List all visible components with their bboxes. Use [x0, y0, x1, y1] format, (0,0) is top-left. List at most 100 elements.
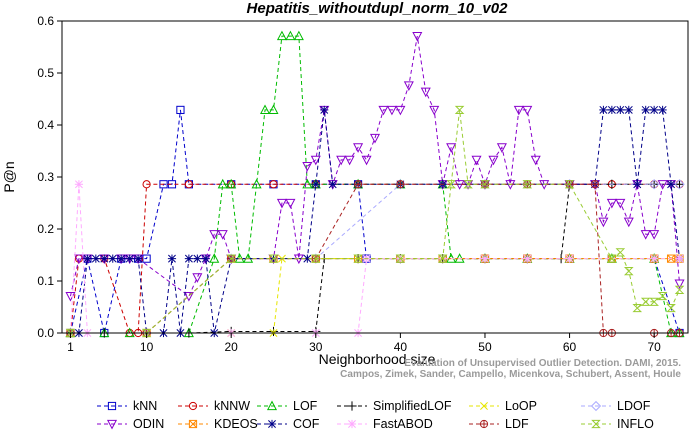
point-cof-22-b	[328, 180, 337, 189]
legend-item-knnw: kNNW	[178, 399, 250, 413]
legend-item-loop: LoOP	[469, 399, 537, 413]
legend-marker-knn	[107, 401, 117, 411]
legend-item-cof: COF	[257, 417, 320, 431]
point-inflo-5	[353, 254, 363, 263]
point-inflo-18	[640, 297, 651, 306]
point-lof-6	[226, 178, 237, 189]
point-cof-15-b	[201, 254, 210, 263]
point-odin-37	[471, 155, 482, 166]
y-tick-label-0.3: 0.3	[37, 170, 54, 184]
point-inflo-11	[480, 180, 490, 189]
point-odin-24	[361, 155, 372, 166]
point-inflo-17	[632, 303, 643, 313]
point-odin-50	[615, 198, 626, 209]
series-cof	[66, 105, 684, 338]
point-inflo-7	[437, 254, 448, 263]
point-knnw-8	[269, 180, 278, 189]
point-odin-49	[606, 198, 617, 209]
series-inflo	[65, 105, 685, 338]
point-ldof-7	[649, 179, 660, 190]
point-knn-8	[176, 105, 185, 115]
point-odin-55	[657, 180, 668, 190]
point-inflo-13	[564, 180, 575, 189]
legend-label-fastabod: FastABOD	[373, 417, 433, 431]
point-cof-32-b	[616, 105, 625, 114]
legend-label-lof: LOF	[293, 399, 318, 413]
legend-label-ldof: LDOF	[617, 399, 651, 413]
point-odin-42	[513, 105, 524, 116]
point-odin-51	[623, 217, 634, 228]
point-inflo-20	[657, 291, 668, 301]
legend-marker-lof	[266, 400, 278, 411]
point-cof-31-b	[607, 105, 616, 114]
legend-marker-loop-b	[480, 402, 488, 410]
x-axis: 1 10 20 30 40 50 60 70	[67, 333, 661, 354]
point-odin-22	[344, 155, 355, 166]
x-tick-label-10: 10	[140, 340, 154, 354]
point-cof-7-b	[125, 254, 134, 263]
point-cof-19-b	[303, 254, 312, 263]
x-tick-label-20: 20	[225, 340, 239, 354]
point-lof-11	[268, 104, 279, 115]
y-tick-label-0.1: 0.1	[37, 274, 54, 288]
legend-label-knn: kNN	[133, 399, 157, 413]
series-line-inflo	[70, 109, 680, 334]
series-odin	[65, 31, 685, 302]
point-lof-9	[251, 178, 262, 189]
point-knn-6	[159, 180, 168, 189]
point-cof-34-b	[633, 180, 642, 189]
legend-item-ldf: LDF	[469, 417, 529, 431]
y-tick-label-0: 0.0	[37, 326, 54, 340]
point-cof-36-b	[650, 105, 659, 114]
point-cof-30-b	[599, 105, 608, 114]
legend-item-ldof: LDOF	[581, 399, 651, 413]
series-line-lof	[70, 35, 680, 334]
legend-marker-inflo	[591, 419, 601, 429]
legend-item-lof: LOF	[257, 399, 318, 413]
point-cof-37-b	[658, 105, 667, 114]
series-loop	[66, 254, 684, 337]
point-inflo-1	[141, 328, 152, 338]
point-odin-0	[65, 291, 76, 302]
x-tick-label-1: 1	[67, 340, 74, 354]
point-odin-43	[522, 105, 533, 116]
point-odin-15	[285, 198, 296, 209]
point-inflo-6	[395, 254, 406, 263]
point-odin-23	[353, 143, 364, 153]
point-odin-14	[276, 198, 287, 209]
plot-frame	[61, 20, 689, 334]
y-tick-label-0.2: 0.2	[37, 222, 54, 236]
legend-item-simplifiedlof: SimplifiedLOF	[337, 399, 452, 413]
point-inflo-22	[674, 285, 685, 294]
series-kdeos	[66, 254, 684, 338]
series-line-kdeos	[70, 258, 680, 334]
point-inflo-0	[65, 328, 76, 338]
point-inflo-12	[522, 180, 533, 189]
point-inflo-4	[310, 254, 321, 263]
point-lof-10	[259, 104, 271, 115]
point-inflo-19	[649, 297, 659, 306]
point-odin-32	[429, 105, 440, 116]
point-inflo-16	[623, 267, 634, 276]
legend: kNN kNNW LOF SimplifiedLOF LoOP LDOF ODIN KDEOS…	[97, 399, 654, 431]
y-axis: 0.0 0.1 0.2 0.3 0.4 0.5 0.6	[37, 14, 62, 340]
point-odin-17	[302, 161, 313, 172]
point-odin-44	[530, 155, 541, 166]
legend-label-ldf: LDF	[505, 417, 529, 431]
point-odin-53	[640, 230, 651, 240]
point-odin-18	[310, 155, 321, 166]
point-odin-11	[217, 230, 228, 240]
point-odin-10	[209, 230, 220, 240]
point-cof-14-b	[193, 254, 202, 263]
point-lof-14	[293, 30, 304, 41]
point-inflo-15	[615, 248, 626, 257]
x-axis-label: Neighborhood size	[319, 351, 436, 367]
legend-label-cof: COF	[293, 417, 320, 431]
point-odin-7	[183, 291, 194, 302]
legend-marker-kdeos	[188, 419, 198, 429]
point-cof-33-b	[624, 105, 633, 114]
y-axis-label: P@n	[1, 161, 17, 192]
legend-label-inflo: INFLO	[617, 417, 654, 431]
point-cof-38-b	[667, 180, 676, 189]
legend-label-loop: LoOP	[505, 399, 537, 413]
